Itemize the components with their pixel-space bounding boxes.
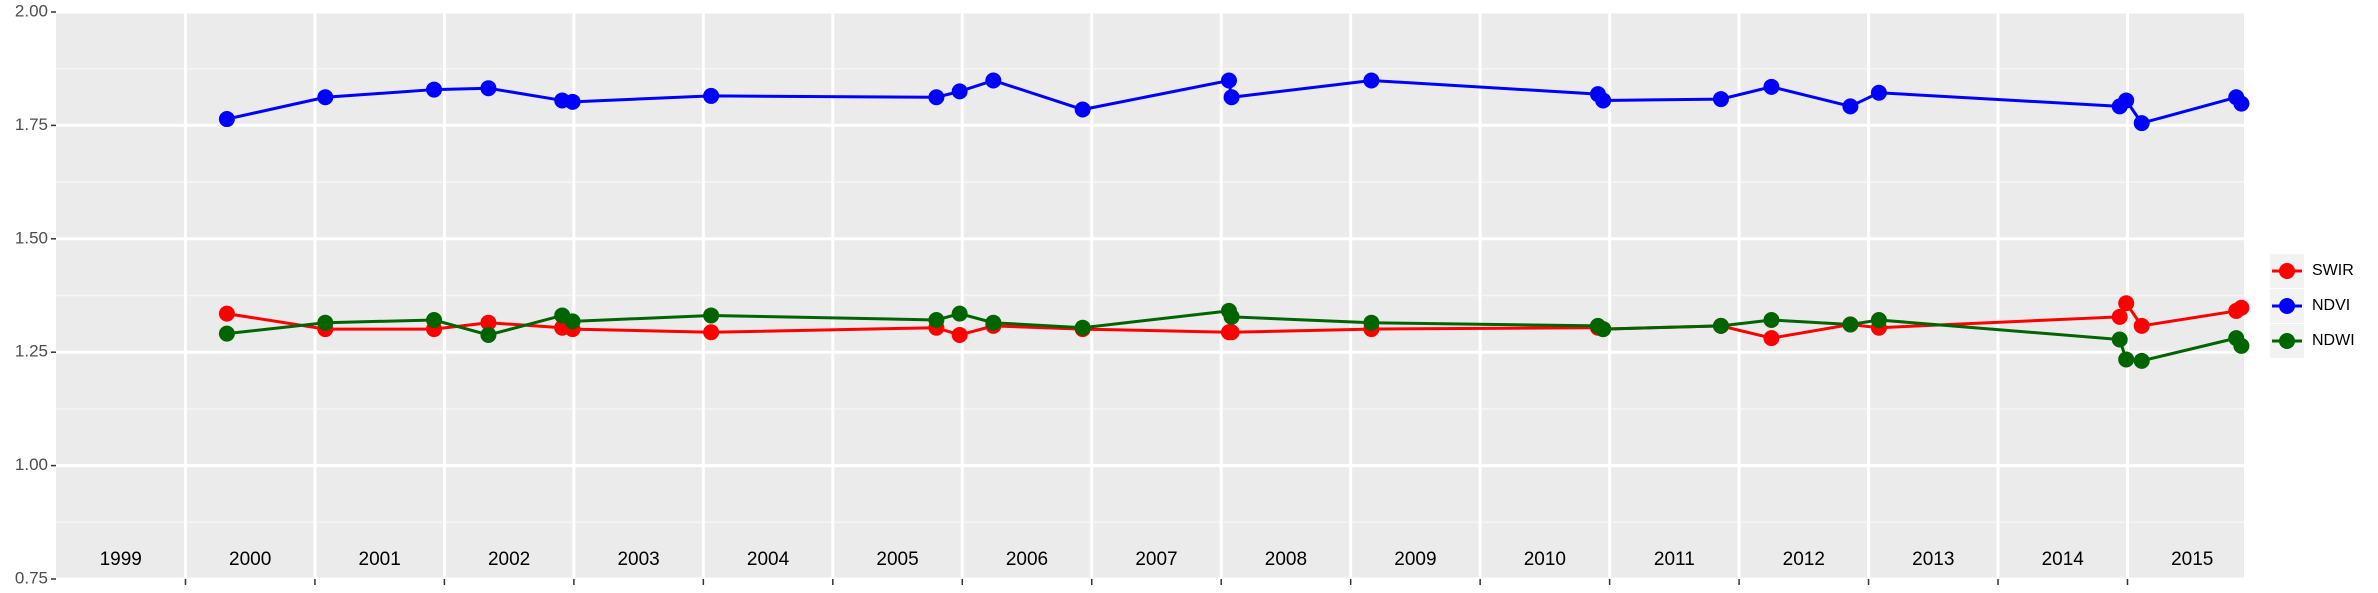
- data-point: [218, 325, 235, 342]
- year-label: 2007: [1135, 549, 1177, 570]
- data-point: [1763, 330, 1780, 347]
- data-point: [2133, 115, 2150, 132]
- year-label: 2010: [1524, 549, 1566, 570]
- data-point: [1842, 98, 1859, 115]
- y-tick-label: 0.75: [15, 568, 48, 587]
- data-point: [928, 311, 945, 328]
- data-point: [426, 311, 443, 328]
- year-label: 2000: [229, 549, 271, 570]
- data-point: [985, 314, 1002, 331]
- data-point: [2233, 95, 2250, 112]
- year-label: 2009: [1394, 549, 1436, 570]
- data-point: [2118, 295, 2135, 312]
- y-tick-label: 1.00: [15, 455, 48, 474]
- data-point: [480, 326, 497, 343]
- data-point: [2118, 92, 2135, 109]
- year-label: 2015: [2171, 549, 2213, 570]
- data-point: [1223, 308, 1240, 325]
- data-point: [2111, 308, 2128, 325]
- year-label: 2002: [488, 549, 530, 570]
- year-label: 2012: [1783, 549, 1825, 570]
- legend-label: SWIR: [2312, 262, 2354, 279]
- data-point: [2133, 352, 2150, 369]
- data-point: [1363, 314, 1380, 331]
- data-point: [317, 89, 334, 106]
- year-label: 2004: [747, 549, 790, 570]
- year-label: 2001: [359, 549, 401, 570]
- year-label: 2003: [617, 549, 659, 570]
- legend-marker: [2279, 263, 2295, 279]
- y-tick-label: 2.00: [15, 1, 48, 20]
- y-tick-label: 1.75: [15, 115, 48, 134]
- data-point: [1595, 321, 1612, 338]
- data-point: [2133, 317, 2150, 334]
- data-point: [928, 89, 945, 106]
- data-point: [951, 326, 968, 343]
- data-point: [1712, 91, 1729, 108]
- legend-marker: [2279, 333, 2295, 349]
- data-point: [703, 87, 720, 104]
- data-point: [703, 324, 720, 341]
- data-point: [218, 305, 235, 322]
- data-point: [426, 81, 443, 98]
- year-label: 1999: [100, 549, 142, 570]
- data-point: [480, 80, 497, 97]
- data-point: [1870, 84, 1887, 101]
- data-point: [564, 93, 581, 110]
- y-tick-label: 1.50: [15, 228, 48, 247]
- year-label: 2013: [1912, 549, 1954, 570]
- year-label: 2005: [876, 549, 918, 570]
- data-point: [1712, 317, 1729, 334]
- data-point: [2233, 337, 2250, 354]
- year-label: 2014: [2042, 549, 2085, 570]
- data-point: [2111, 331, 2128, 348]
- data-point: [1595, 92, 1612, 109]
- legend-label: NDVI: [2312, 297, 2350, 314]
- legend-marker: [2279, 298, 2295, 314]
- data-point: [703, 307, 720, 324]
- data-point: [1363, 72, 1380, 89]
- data-point: [480, 314, 497, 331]
- data-point: [2118, 351, 2135, 368]
- year-label: 2006: [1006, 549, 1048, 570]
- data-point: [951, 305, 968, 322]
- data-point: [218, 111, 235, 128]
- data-point: [951, 83, 968, 100]
- data-point: [1763, 311, 1780, 328]
- data-point: [317, 314, 334, 331]
- year-label: 2008: [1265, 549, 1307, 570]
- year-label: 2011: [1654, 549, 1695, 570]
- data-point: [1074, 319, 1091, 336]
- data-point: [1074, 101, 1091, 118]
- legend-label: NDWI: [2312, 332, 2355, 349]
- data-point: [1763, 78, 1780, 95]
- data-point: [1223, 89, 1240, 106]
- data-point: [1220, 72, 1237, 89]
- data-point: [2233, 299, 2250, 316]
- data-point: [564, 313, 581, 330]
- data-point: [1870, 311, 1887, 328]
- data-point: [1842, 316, 1859, 333]
- y-tick-label: 1.25: [15, 342, 48, 361]
- data-point: [1223, 324, 1240, 341]
- data-point: [985, 72, 1002, 89]
